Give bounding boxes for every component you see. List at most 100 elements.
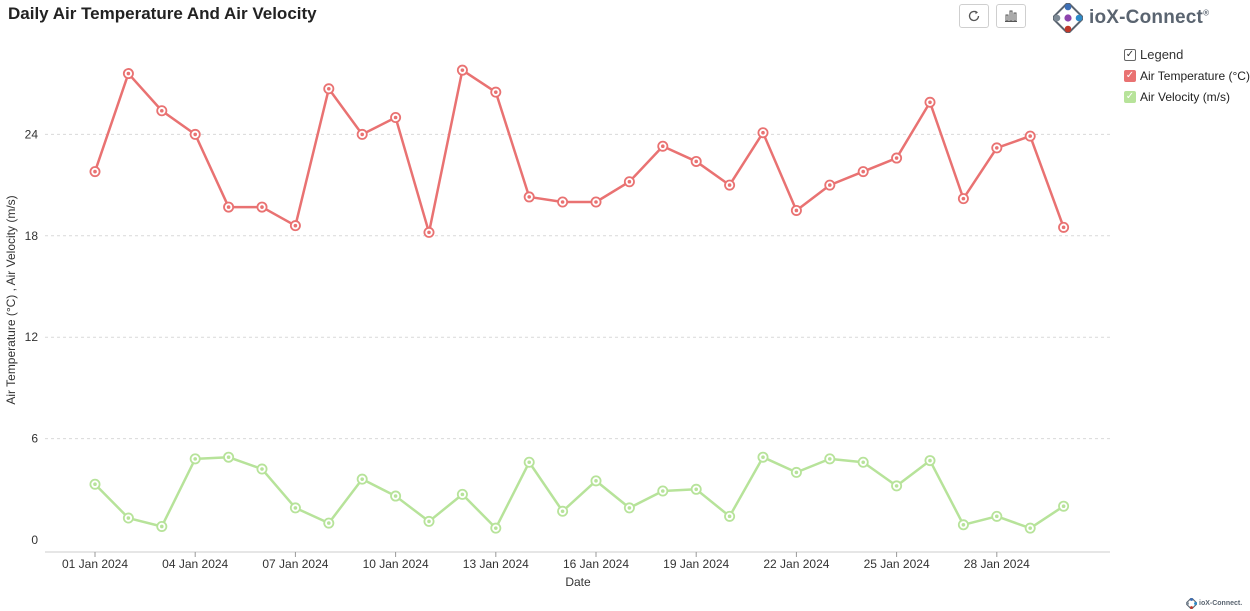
legend-toggle[interactable]: ✓ Legend (1124, 44, 1250, 65)
data-point-center (193, 132, 197, 137)
data-point-center (293, 223, 298, 228)
data-point-center (427, 230, 431, 235)
x-tick-label: 10 Jan 2024 (363, 557, 429, 571)
air-velocity-checkbox[interactable]: ✓ (1124, 90, 1136, 103)
data-point-center (727, 183, 732, 187)
data-point-center (226, 455, 231, 459)
x-tick-label: 25 Jan 2024 (864, 557, 930, 571)
x-tick-label: 22 Jan 2024 (763, 557, 829, 571)
footer-brand-text: ioX-Connect. (1199, 600, 1243, 607)
chart-type-button[interactable] (996, 4, 1026, 28)
x-tick-label: 13 Jan 2024 (463, 557, 529, 571)
series-line (94, 455, 1065, 530)
brand-logo: ioX-Connect® (1053, 3, 1209, 33)
bar-chart-icon (1005, 10, 1017, 22)
legend-item-air-temperature[interactable]: ✓ Air Temperature (°C) (1124, 65, 1250, 86)
brand-name: ioX-Connect (1089, 7, 1204, 28)
series (89, 64, 1070, 534)
data-point-center (293, 506, 298, 510)
refresh-icon (968, 10, 980, 22)
data-point-center (794, 208, 799, 213)
legend-label-air-temperature: Air Temperature (°C) (1140, 68, 1250, 83)
page-title: Daily Air Temperature And Air Velocity (8, 4, 317, 23)
data-point-center (828, 457, 832, 461)
footer-brand: ioX-Connect. (1186, 598, 1242, 609)
data-point-center (761, 455, 765, 459)
data-point-center (494, 526, 498, 530)
data-point-center (393, 115, 398, 120)
x-tick-label: 04 Jan 2024 (162, 557, 228, 571)
refresh-button[interactable] (959, 4, 989, 28)
y-tick-label: 12 (25, 330, 39, 344)
x-axis-label: Date (565, 575, 591, 589)
legend-item-air-velocity[interactable]: ✓ Air Velocity (m/s) (1124, 86, 1250, 107)
data-point-center (694, 159, 698, 164)
data-point-center (627, 506, 632, 510)
data-point-center (995, 514, 999, 519)
data-point-center (126, 516, 131, 520)
y-tick-label: 18 (25, 229, 39, 243)
data-point-center (961, 522, 966, 527)
data-point-center (861, 169, 865, 174)
data-point-center (727, 514, 732, 519)
data-point-center (928, 458, 932, 463)
data-point-center (995, 146, 999, 150)
legend-title: Legend (1140, 47, 1184, 62)
series-line (93, 68, 1065, 234)
y-tick-label: 24 (25, 127, 39, 141)
data-point-center (627, 179, 632, 184)
data-point-center (527, 195, 531, 199)
data-point-center (160, 524, 164, 529)
data-point-center (661, 489, 665, 493)
data-point-center (694, 487, 698, 492)
data-point-center (327, 86, 331, 91)
series-0 (89, 64, 1070, 238)
data-point-center (460, 68, 465, 72)
footer-logo-icon (1186, 598, 1197, 609)
data-point-center (126, 71, 131, 76)
brand-registered-mark: ® (1203, 8, 1210, 18)
data-point-center (360, 132, 365, 137)
data-point-center (1028, 526, 1032, 530)
y-tick-label: 6 (31, 432, 38, 446)
axes: 0 6 12 18 24 01 Jan 2024 04 Jan 2024 07 Jan 202… (4, 127, 1110, 589)
data-point-center (260, 467, 264, 471)
y-axis-label: Air Temperature (°C) , Air Velocity (m/s… (4, 195, 18, 404)
data-point-center (928, 100, 932, 105)
data-point-center (861, 460, 865, 465)
x-tick-label: 16 Jan 2024 (563, 557, 629, 571)
data-point-center (527, 460, 531, 465)
data-point-center (1061, 225, 1066, 230)
series-1 (89, 451, 1070, 534)
data-point-center (93, 482, 97, 487)
legend: ✓ Legend ✓ Air Temperature (°C) ✓ Air Ve… (1124, 44, 1250, 107)
data-point-center (560, 509, 565, 514)
data-point-center (360, 477, 365, 481)
data-point-center (828, 183, 832, 187)
y-tick-label: 0 (31, 533, 38, 547)
data-point-center (761, 130, 765, 135)
data-point-center (594, 200, 598, 204)
legend-label-air-velocity: Air Velocity (m/s) (1140, 89, 1231, 104)
data-point-center (961, 196, 966, 201)
x-tick-label: 07 Jan 2024 (262, 557, 328, 571)
x-tick-label: 01 Jan 2024 (62, 557, 128, 571)
data-point-center (1061, 504, 1066, 509)
data-point-center (594, 479, 598, 483)
data-point-center (393, 494, 398, 498)
data-point-center (427, 519, 431, 524)
data-point-center (327, 521, 331, 525)
data-point-center (894, 156, 899, 160)
data-point-center (93, 169, 97, 174)
iox-logo-icon (1053, 3, 1083, 33)
data-point-center (1028, 134, 1032, 138)
gridlines (45, 133, 1110, 440)
data-point-center (894, 484, 899, 488)
data-point-center (160, 108, 164, 113)
air-temperature-checkbox[interactable]: ✓ (1124, 69, 1136, 82)
data-point-center (661, 144, 665, 149)
x-tick-label: 28 Jan 2024 (964, 557, 1030, 571)
data-point-center (193, 457, 197, 461)
legend-checkbox[interactable]: ✓ (1124, 48, 1136, 61)
